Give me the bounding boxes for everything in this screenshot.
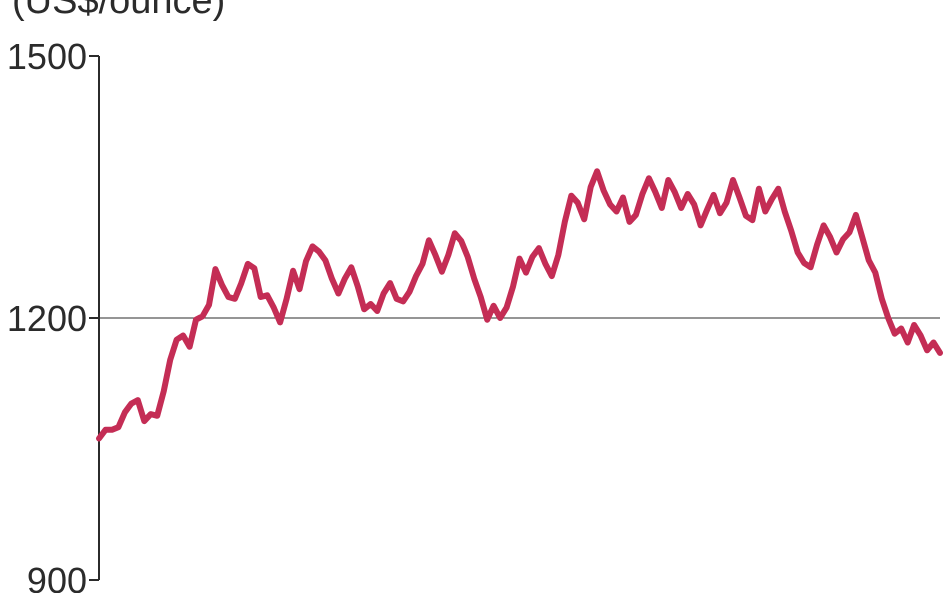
price-line-chart: (US$/ounce) 90012001500 [0,0,948,593]
series-line-price [99,171,940,438]
chart-plot-area [0,0,948,593]
